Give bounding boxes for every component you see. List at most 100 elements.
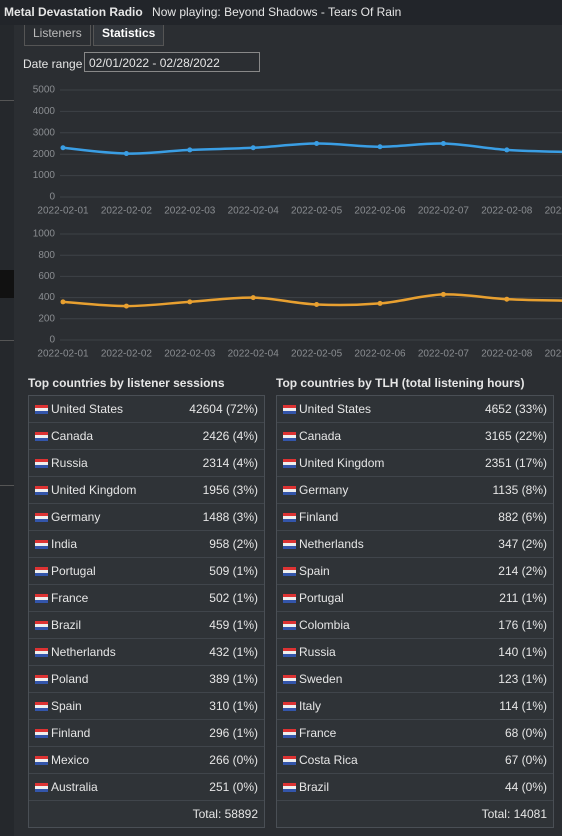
flag-icon — [283, 783, 296, 792]
y-tick-label: 3000 — [33, 127, 56, 138]
table-tlh: Top countries by TLH (total listening ho… — [276, 375, 554, 828]
flag-icon — [35, 432, 48, 441]
table-row: India 958 (2%) — [29, 531, 264, 558]
point — [377, 300, 383, 306]
country-name: Spain — [51, 699, 82, 713]
table-row: Canada 2426 (4%) — [29, 423, 264, 450]
line — [62, 293, 562, 308]
country-name: India — [51, 537, 78, 551]
flag-icon — [35, 513, 48, 522]
country-value: 251 (0%) — [209, 780, 258, 794]
country-name: United States — [51, 402, 124, 416]
country-name: France — [299, 726, 337, 740]
country-name: Mexico — [51, 753, 90, 767]
country-name: Germany — [51, 510, 101, 524]
table-row: Costa Rica 67 (0%) — [277, 747, 553, 774]
country-value: 296 (1%) — [209, 726, 258, 740]
table-body: United States 4652 (33%) Canada 3165 (22%) U… — [276, 395, 554, 828]
country-value: 432 (1%) — [209, 645, 258, 659]
table-row: United States 4652 (33%) — [277, 396, 553, 423]
flag-icon — [283, 702, 296, 711]
table-row: Mexico 266 (0%) — [29, 747, 264, 774]
tab[interactable]: Listeners — [24, 25, 91, 46]
table-row: Portugal 509 (1%) — [29, 558, 264, 585]
country-value: 123 (1%) — [498, 672, 547, 686]
flag-icon — [283, 567, 296, 576]
flag-icon — [283, 594, 296, 603]
country-value: 42604 (72%) — [189, 402, 258, 416]
x-tick-label: 2022-02-04 — [228, 206, 280, 217]
table-row: Poland 389 (1%) — [29, 666, 264, 693]
country-value: 2351 (17%) — [484, 456, 547, 470]
table-title: Top countries by listener sessions — [28, 376, 225, 390]
table-row: United Kingdom 1956 (3%) — [29, 477, 264, 504]
flag-icon — [35, 675, 48, 684]
flag-icon — [283, 675, 296, 684]
table-row: Spain 214 (2%) — [277, 558, 553, 585]
table-row: United Kingdom 2351 (17%) — [277, 450, 553, 477]
point — [440, 291, 446, 297]
sidebar — [0, 25, 14, 836]
x-tick-label: 2022-02-01 — [37, 206, 89, 217]
point — [123, 303, 129, 309]
y-tick-label: 5000 — [33, 85, 56, 96]
table-row: Netherlands 347 (2%) — [277, 531, 553, 558]
table-row: Brazil 44 (0%) — [277, 774, 553, 801]
country-name: Russia — [51, 456, 88, 470]
country-name: Brazil — [299, 780, 330, 794]
x-tick-label: 2022-02-06 — [354, 349, 406, 360]
table-row: Germany 1488 (3%) — [29, 504, 264, 531]
x-tick-label: 2022-02-07 — [418, 349, 470, 360]
country-name: Sweden — [299, 672, 343, 686]
x-tick-label: 2022-02-01 — [37, 349, 89, 360]
country-name: Italy — [299, 699, 322, 713]
country-name: Portugal — [299, 591, 344, 605]
country-value: 958 (2%) — [209, 537, 258, 551]
y-tick-label: 200 — [38, 313, 55, 324]
country-value: 502 (1%) — [209, 591, 258, 605]
tab-active[interactable]: Statistics — [93, 25, 165, 46]
table-total: Total: 58892 — [192, 807, 258, 821]
flag-icon — [283, 756, 296, 765]
flag-icon — [283, 486, 296, 495]
flag-icon — [35, 729, 48, 738]
country-name: Netherlands — [51, 645, 116, 659]
country-name: Brazil — [51, 618, 82, 632]
x-tick-label: 2022-02-08 — [481, 349, 533, 360]
station-name: Metal Devastation Radio — [4, 5, 143, 19]
table-row: Netherlands 432 (1%) — [29, 639, 264, 666]
y-tick-label: 1000 — [33, 170, 56, 181]
y-tick-label: 0 — [49, 335, 55, 346]
flag-icon — [35, 756, 48, 765]
country-name: Russia — [299, 645, 336, 659]
table-row: Portugal 211 (1%) — [277, 585, 553, 612]
country-value: 2426 (4%) — [202, 429, 258, 443]
flag-icon — [35, 594, 48, 603]
country-value: 1135 (8%) — [492, 483, 547, 497]
country-name: Australia — [51, 780, 98, 794]
country-value: 266 (0%) — [209, 753, 258, 767]
table-row: Colombia 176 (1%) — [277, 612, 553, 639]
now-playing-label: Now playing: — [152, 5, 221, 19]
point — [377, 144, 383, 150]
country-name: United States — [299, 402, 372, 416]
y-tick-label: 0 — [49, 192, 55, 203]
country-value: 68 (0%) — [504, 726, 547, 740]
date-range-label: Date range — [23, 57, 83, 71]
flag-icon — [35, 702, 48, 711]
country-value: 310 (1%) — [209, 699, 258, 713]
flag-icon — [35, 540, 48, 549]
date-range-input[interactable]: 02/01/2022 - 02/28/2022 — [84, 52, 260, 72]
point — [250, 145, 256, 151]
x-tick-label: 2022-02-07 — [418, 206, 470, 217]
flag-icon — [283, 621, 296, 630]
country-value: 347 (2%) — [498, 537, 547, 551]
flag-icon — [283, 405, 296, 414]
x-tick-label: 2022-02-05 — [291, 349, 343, 360]
country-name: Colombia — [299, 618, 350, 632]
flag-icon — [283, 513, 296, 522]
country-value: 509 (1%) — [209, 564, 258, 578]
flag-icon — [283, 432, 296, 441]
flag-icon — [283, 648, 296, 657]
